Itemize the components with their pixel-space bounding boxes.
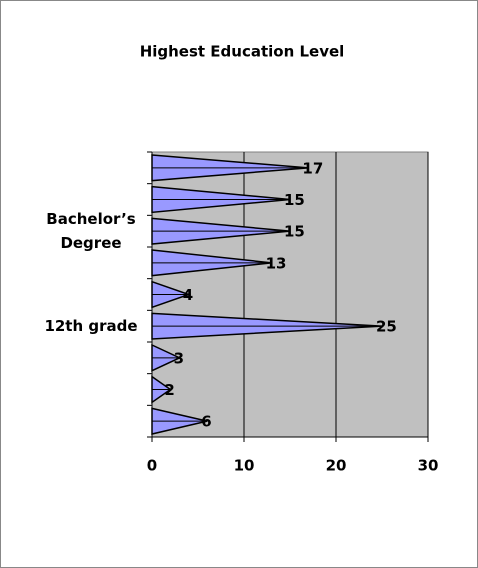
value-label: 2 bbox=[164, 381, 174, 399]
y-tick-label: 12th grade bbox=[44, 317, 138, 336]
value-label: 25 bbox=[376, 318, 397, 336]
x-tick-label: 10 bbox=[234, 457, 255, 475]
value-label: 15 bbox=[284, 191, 305, 209]
value-label: 6 bbox=[201, 413, 211, 431]
y-tick-label: Bachelor’s Degree bbox=[46, 210, 136, 253]
value-label: 17 bbox=[302, 159, 323, 177]
x-tick-label: 0 bbox=[147, 457, 157, 475]
value-label: 13 bbox=[266, 254, 287, 272]
x-tick-label: 30 bbox=[418, 457, 439, 475]
value-label: 15 bbox=[284, 223, 305, 241]
value-label: 4 bbox=[183, 286, 193, 304]
x-tick-label: 20 bbox=[326, 457, 347, 475]
value-label: 3 bbox=[174, 349, 184, 367]
chart-title: Highest Education Level bbox=[140, 43, 345, 61]
